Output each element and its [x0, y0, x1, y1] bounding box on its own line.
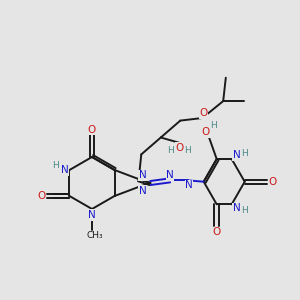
Text: N: N	[61, 165, 68, 175]
Text: N: N	[139, 170, 147, 180]
Text: O: O	[37, 191, 46, 201]
Text: H: H	[168, 146, 174, 155]
Text: N: N	[233, 150, 241, 160]
Text: H: H	[211, 122, 217, 130]
Text: N: N	[139, 186, 147, 196]
Text: H: H	[184, 146, 191, 155]
Text: H: H	[241, 148, 248, 158]
Text: O: O	[199, 108, 208, 118]
Text: H: H	[241, 206, 248, 215]
Text: O: O	[176, 143, 184, 153]
Text: N: N	[185, 180, 193, 190]
Text: O: O	[202, 127, 210, 137]
Text: O: O	[213, 227, 221, 237]
Text: N: N	[88, 210, 96, 220]
Text: O: O	[269, 177, 277, 187]
Text: O: O	[88, 125, 96, 135]
Text: CH₃: CH₃	[87, 231, 103, 240]
Text: N: N	[166, 170, 174, 180]
Text: N: N	[233, 203, 241, 213]
Text: H: H	[52, 160, 59, 169]
